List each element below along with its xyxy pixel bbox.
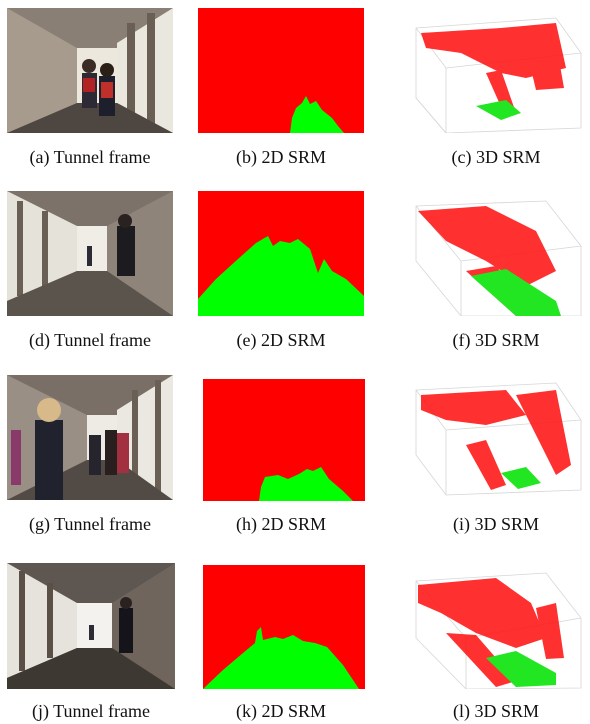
caption-h: (h) 2D SRM: [235, 514, 326, 534]
srm-3d-c: [406, 8, 586, 133]
caption-a: (a) Tunnel frame: [29, 147, 151, 167]
srm-3d-i: [406, 375, 586, 500]
tunnel-frame-g: [7, 375, 173, 500]
caption-f: (f) 3D SRM: [452, 330, 540, 350]
tunnel-frame-d: [7, 191, 173, 316]
caption-i: (i) 3D SRM: [452, 514, 539, 534]
caption-c: (c) 3D SRM: [451, 147, 541, 167]
caption-e: (e) 2D SRM: [236, 330, 326, 350]
caption-j: (j) Tunnel frame: [32, 701, 150, 721]
caption-l: (l) 3D SRM: [452, 701, 539, 721]
srm-2d-b: [198, 8, 364, 133]
tunnel-frame-j: [7, 563, 175, 689]
srm-3d-l: [406, 563, 586, 689]
srm-3d-f: [406, 191, 586, 316]
tunnel-frame-a: [7, 8, 173, 133]
srm-2d-e: [198, 191, 364, 316]
srm-2d-k: [203, 565, 365, 689]
caption-k: (k) 2D SRM: [235, 701, 326, 721]
caption-g: (g) Tunnel frame: [29, 514, 151, 534]
caption-d: (d) Tunnel frame: [29, 330, 151, 350]
caption-b: (b) 2D SRM: [235, 147, 326, 167]
srm-2d-h: [203, 379, 365, 501]
